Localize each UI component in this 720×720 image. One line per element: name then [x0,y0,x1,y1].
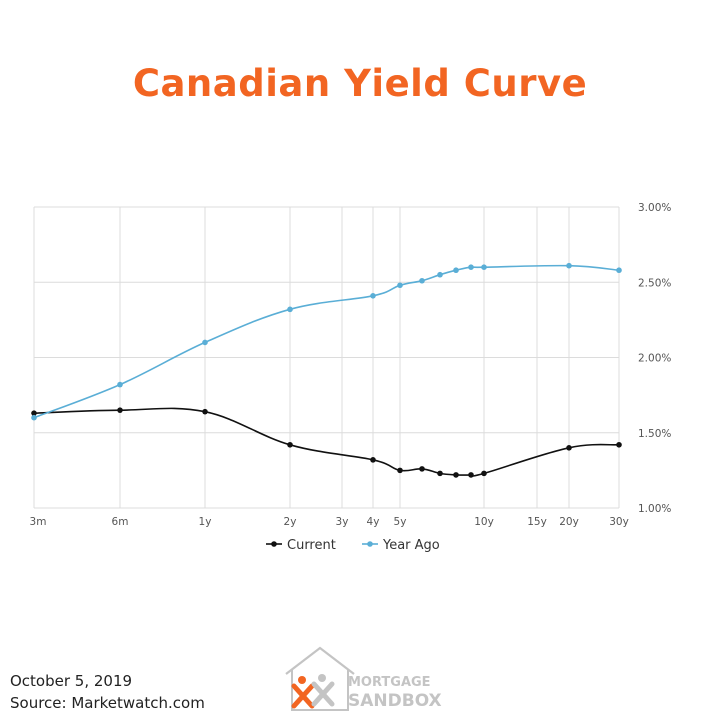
data-point [117,381,123,388]
x-tick-label: 1y [199,516,212,528]
x-tick-label: 3y [336,516,349,528]
x-tick-label: 20y [559,516,579,528]
data-point [468,472,474,478]
data-point [453,267,459,274]
series-line [33,407,620,477]
legend-label: Year Ago [382,538,440,553]
y-tick-label: 1.50% [638,428,671,440]
data-point [437,271,443,278]
legend-item-year-ago[interactable]: Year Ago [362,538,440,553]
y-tick-label: 3.00% [638,202,671,214]
data-point [437,470,443,477]
x-tick-label: 6m [112,516,129,528]
data-point [117,407,123,413]
series-layer [31,262,622,478]
data-point [31,414,37,421]
data-point [202,408,208,415]
data-point [370,292,376,299]
x-tick-label: 30y [609,516,629,528]
logo-house-walls [291,670,349,711]
x-tick-label: 4y [367,516,380,528]
x-tick-label: 2y [284,516,297,528]
source-text: Source: Marketwatch.com [10,694,205,712]
logo-line2: SANDBOX [348,691,442,711]
series-current [31,407,622,478]
y-tick-label: 2.00% [638,353,671,365]
legend-swatch-marker [367,541,373,547]
data-point [566,262,572,269]
mortgage-sandbox-logo: MORTGAGE SANDBOX [285,646,442,711]
data-point [481,470,487,477]
data-point [287,306,293,313]
legend-label: Current [287,538,336,553]
x-axis-labels: 3m 6m 1y 2y 3y 4y 5y 10y 15y 20y 30y [30,516,629,528]
data-point [419,277,425,284]
x-tick-label: 5y [394,516,407,528]
logo-line1: MORTGAGE [348,675,431,690]
x-tick-label: 15y [527,516,547,528]
data-point [453,472,459,478]
y-tick-label: 1.00% [638,503,671,515]
data-point [397,282,403,289]
data-point [31,410,37,416]
data-point [566,445,572,451]
series-year-ago [31,262,622,421]
data-point [468,264,474,271]
data-point [202,339,208,346]
legend-swatch-marker [271,541,277,547]
legend: Current Year Ago [266,538,440,553]
grid-layer [33,206,620,509]
legend-item-current[interactable]: Current [266,538,336,553]
y-tick-label: 2.50% [638,277,671,289]
date-text: October 5, 2019 [10,672,133,690]
data-point [481,264,487,271]
logo-figures-icon [291,674,335,709]
x-tick-label: 3m [30,516,47,528]
logo-house-roof [285,646,355,675]
data-point [370,457,376,463]
data-point [287,441,293,448]
x-tick-label: 10y [474,516,494,528]
data-point [419,466,425,472]
y-axis-labels: 1.00% 1.50% 2.00% 2.50% 3.00% [638,202,671,515]
series-line [33,264,620,419]
data-point [616,441,622,448]
data-point [397,467,403,474]
chart-title: Canadian Yield Curve [132,62,588,105]
data-point [616,267,622,274]
